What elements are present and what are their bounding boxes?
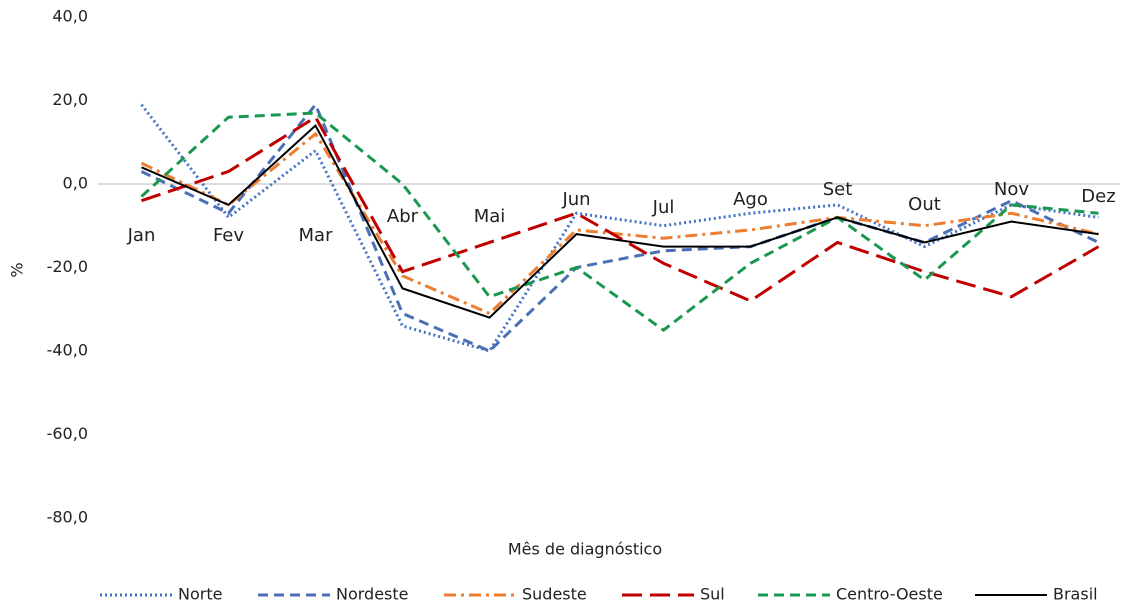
x-tick-label: Out <box>908 194 941 215</box>
legend-label: Norte <box>178 585 222 603</box>
x-axis-label: Mês de diagnóstico <box>508 540 662 559</box>
x-tick-label: Mar <box>299 225 334 246</box>
legend-label: Nordeste <box>336 585 409 603</box>
y-tick-label: 20,0 <box>52 90 88 109</box>
y-tick-label: 0,0 <box>63 174 88 193</box>
legend-label: Brasil <box>1053 585 1098 603</box>
series-line <box>141 123 1099 319</box>
x-tick-label: Abr <box>387 206 419 227</box>
x-tick-label: Fev <box>213 225 244 246</box>
series-line <box>141 115 1100 303</box>
y-tick-label: -80,0 <box>47 508 88 527</box>
legend-label: Sul <box>700 585 725 603</box>
legend-label: Sudeste <box>522 585 587 603</box>
y-tick-label: -40,0 <box>47 341 88 360</box>
x-tick-label: Set <box>823 179 853 200</box>
x-tick-label: Jan <box>127 225 156 246</box>
y-tick-label: -60,0 <box>47 424 88 443</box>
x-tick-label: Jun <box>561 189 590 210</box>
y-axis-label: % <box>8 262 27 277</box>
y-tick-label: 40,0 <box>52 7 88 26</box>
y-tick-label: -20,0 <box>47 257 88 276</box>
x-tick-label: Ago <box>733 189 768 210</box>
legend-label: Centro-Oeste <box>836 585 943 603</box>
series-line <box>140 131 1099 316</box>
x-tick-label: Dez <box>1081 186 1115 207</box>
x-tick-label: Nov <box>994 179 1029 200</box>
x-tick-label: Mai <box>474 206 506 227</box>
series-line <box>140 103 1099 353</box>
x-tick-label: Jul <box>652 197 675 218</box>
series-line <box>140 101 1100 353</box>
series-line <box>140 111 1099 332</box>
